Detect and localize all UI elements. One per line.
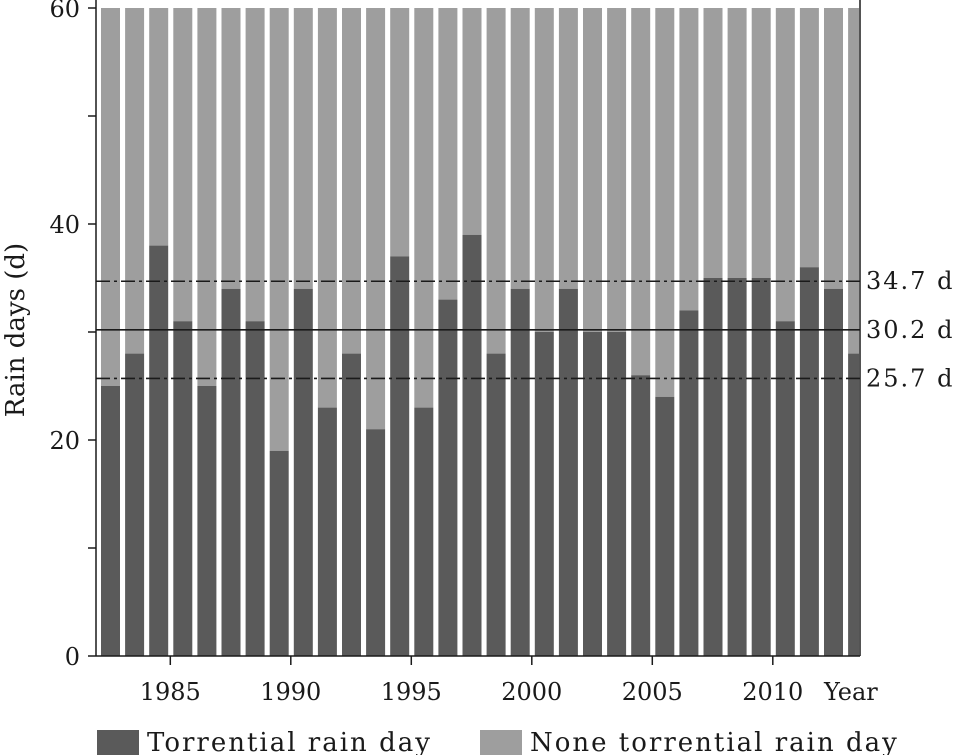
bar-torrential (703, 278, 723, 656)
bar-none-torrential (727, 8, 747, 278)
axes (95, 0, 861, 657)
bar-none-torrential (438, 8, 458, 300)
bar-torrential (462, 234, 482, 657)
bar-torrential (558, 288, 578, 656)
bar-torrential (727, 278, 747, 656)
bar-torrential (583, 332, 602, 656)
bar-torrential (438, 299, 458, 656)
y-tick-label: 0 (65, 643, 80, 671)
bar-none-torrential (799, 8, 819, 268)
bar-none-torrential (293, 8, 313, 289)
x-axis-suffix: Year (823, 678, 878, 706)
reference-line-label: 25.7 d (866, 364, 954, 392)
bar-torrential (269, 450, 289, 656)
bar-none-torrential (583, 8, 602, 332)
bar-torrential (631, 375, 651, 656)
bar-none-torrential (824, 8, 843, 289)
bar-none-torrential (173, 8, 193, 322)
bar-none-torrential (462, 8, 482, 235)
bar-none-torrential (245, 8, 265, 322)
y-ticks: 0 20 40 60 (49, 0, 96, 671)
bar-group (101, 8, 859, 657)
x-tick-label: 1995 (381, 678, 442, 706)
bar-torrential (775, 321, 795, 656)
bar-torrential (510, 288, 530, 656)
bar-torrential (197, 386, 217, 656)
x-tick-label: 1990 (260, 678, 321, 706)
bar-torrential (293, 288, 313, 656)
bar-none-torrential (366, 8, 386, 430)
bar-none-torrential (655, 8, 675, 397)
y-axis-title: Rain days (d) (1, 243, 31, 417)
bar-torrential (607, 332, 627, 656)
bar-torrential (149, 245, 169, 656)
legend-label: None torrential rain day (530, 728, 899, 755)
bar-none-torrential (631, 8, 651, 376)
bar-torrential (655, 396, 675, 656)
bar-none-torrential (414, 8, 434, 408)
bar-none-torrential (607, 8, 627, 332)
bar-none-torrential (317, 8, 337, 408)
bar-torrential (486, 353, 506, 656)
legend-swatch (480, 730, 522, 755)
x-tick-label: 1985 (140, 678, 201, 706)
bar-none-torrential (390, 8, 410, 257)
reference-line-label: 30.2 d (866, 316, 954, 344)
bar-torrential (679, 310, 699, 656)
bar-torrential (125, 353, 145, 656)
bar-none-torrential (510, 8, 530, 289)
bar-none-torrential (269, 8, 289, 451)
bar-torrential (221, 288, 241, 656)
bar-torrential (342, 353, 361, 656)
bar-none-torrential (534, 8, 554, 332)
y-tick-label: 40 (49, 211, 80, 239)
x-tick-label: 2005 (622, 678, 683, 706)
bar-none-torrential (848, 8, 859, 354)
bar-none-torrential (486, 8, 506, 354)
bar-none-torrential (775, 8, 795, 322)
reference-lines: 34.7 d 30.2 d 25.7 d (96, 267, 954, 392)
bar-torrential (101, 386, 120, 656)
bar-torrential (824, 288, 843, 656)
reference-line-label: 34.7 d (866, 267, 954, 295)
bar-torrential (317, 407, 337, 656)
bar-none-torrential (197, 8, 217, 386)
bar-torrential (751, 278, 771, 656)
x-tick-label: 2000 (501, 678, 562, 706)
legend-label: Torrential rain day (147, 728, 432, 755)
bar-torrential (848, 353, 859, 656)
bar-torrential (173, 321, 193, 656)
bar-torrential (366, 429, 386, 656)
bar-none-torrential (221, 8, 241, 289)
bar-none-torrential (342, 8, 361, 354)
bar-none-torrential (125, 8, 145, 354)
bar-torrential (245, 321, 265, 656)
y-tick-label: 60 (49, 0, 80, 23)
bar-torrential (414, 407, 434, 656)
bar-none-torrential (679, 8, 699, 311)
x-tick-label: 2010 (742, 678, 803, 706)
bar-torrential (534, 332, 554, 656)
bar-none-torrential (751, 8, 771, 278)
bar-torrential (390, 256, 410, 656)
x-ticks: 1985 1990 1995 2000 2005 2010 (140, 656, 803, 706)
bar-none-torrential (101, 8, 120, 386)
legend-swatch (97, 730, 139, 755)
y-tick-label: 20 (49, 427, 80, 455)
legend: Torrential rain day None torrential rain … (97, 728, 899, 755)
bar-none-torrential (149, 8, 169, 246)
bar-torrential (799, 267, 819, 656)
bar-none-torrential (558, 8, 578, 289)
bar-none-torrential (703, 8, 723, 278)
